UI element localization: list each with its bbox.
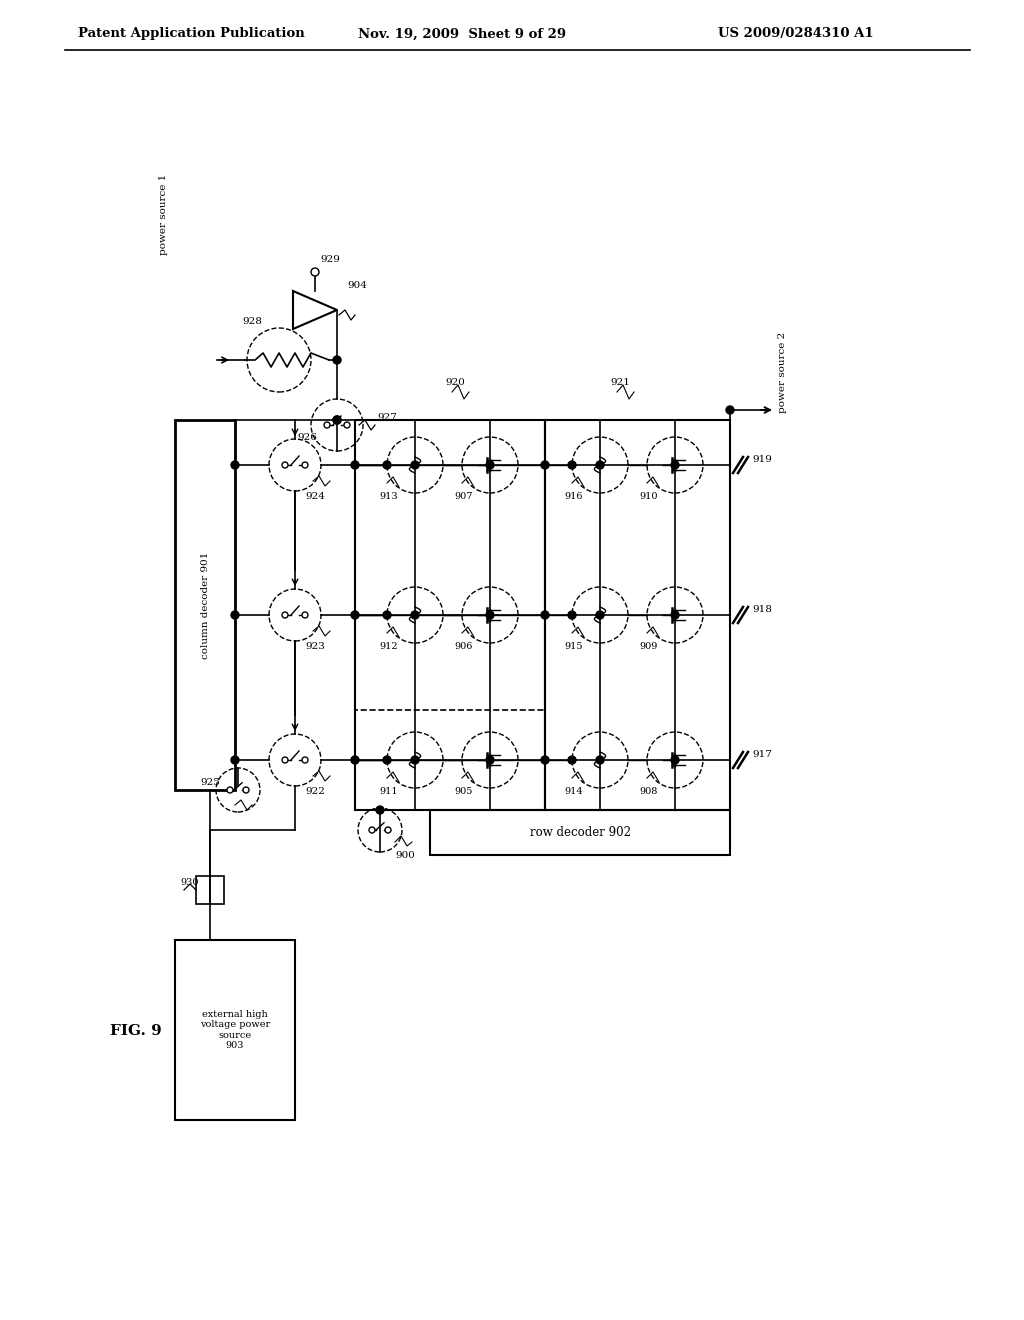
- Circle shape: [243, 787, 249, 793]
- Text: 906: 906: [454, 642, 472, 651]
- Text: 917: 917: [752, 750, 772, 759]
- Text: 922: 922: [305, 787, 325, 796]
- Text: 912: 912: [379, 642, 397, 651]
- Bar: [430, 810, 730, 855]
- Circle shape: [411, 611, 419, 619]
- Circle shape: [568, 756, 575, 764]
- Text: 919: 919: [752, 455, 772, 465]
- Text: 923: 923: [305, 642, 325, 651]
- Circle shape: [596, 756, 604, 764]
- Text: 915: 915: [564, 642, 583, 651]
- Circle shape: [383, 611, 391, 619]
- Text: column decoder 901: column decoder 901: [201, 552, 210, 659]
- Text: 900: 900: [395, 851, 415, 861]
- Circle shape: [541, 461, 549, 469]
- Text: 927: 927: [377, 413, 397, 422]
- Circle shape: [311, 268, 319, 276]
- Text: 904: 904: [347, 281, 367, 290]
- Circle shape: [282, 756, 288, 763]
- Circle shape: [486, 611, 494, 619]
- Circle shape: [486, 756, 494, 764]
- Circle shape: [596, 461, 604, 469]
- Text: 924: 924: [305, 492, 325, 502]
- Text: Nov. 19, 2009  Sheet 9 of 29: Nov. 19, 2009 Sheet 9 of 29: [358, 28, 566, 41]
- Text: 907: 907: [454, 492, 472, 502]
- Text: 928: 928: [242, 317, 262, 326]
- Circle shape: [302, 612, 308, 618]
- Circle shape: [568, 611, 575, 619]
- Text: row decoder 902: row decoder 902: [529, 826, 631, 840]
- Circle shape: [383, 756, 391, 764]
- Bar: [355, 710, 545, 810]
- Circle shape: [302, 462, 308, 469]
- Circle shape: [302, 756, 308, 763]
- Circle shape: [671, 461, 679, 469]
- Text: 913: 913: [379, 492, 397, 502]
- Text: 911: 911: [379, 787, 397, 796]
- Text: power source 1: power source 1: [159, 174, 168, 255]
- Text: 920: 920: [445, 378, 465, 387]
- Circle shape: [282, 612, 288, 618]
- Text: 910: 910: [639, 492, 657, 502]
- Circle shape: [351, 461, 359, 469]
- Circle shape: [333, 356, 341, 364]
- Circle shape: [351, 611, 359, 619]
- Circle shape: [385, 828, 391, 833]
- Circle shape: [227, 787, 233, 793]
- Text: 921: 921: [610, 378, 630, 387]
- Bar: [175, 420, 234, 789]
- Circle shape: [333, 416, 341, 424]
- Text: 908: 908: [639, 787, 657, 796]
- Circle shape: [282, 462, 288, 469]
- Circle shape: [383, 461, 391, 469]
- Text: 929: 929: [319, 255, 340, 264]
- Text: 916: 916: [564, 492, 583, 502]
- Circle shape: [671, 756, 679, 764]
- Bar: [175, 940, 295, 1119]
- Circle shape: [231, 611, 239, 619]
- Circle shape: [596, 611, 604, 619]
- Text: FIG. 9: FIG. 9: [110, 1024, 162, 1038]
- Circle shape: [231, 756, 239, 764]
- Text: 930: 930: [180, 878, 199, 887]
- Text: 914: 914: [564, 787, 583, 796]
- Circle shape: [344, 422, 350, 428]
- Circle shape: [568, 461, 575, 469]
- Text: external high
voltage power
source
903: external high voltage power source 903: [200, 1010, 270, 1051]
- Circle shape: [671, 611, 679, 619]
- Circle shape: [351, 756, 359, 764]
- Text: US 2009/0284310 A1: US 2009/0284310 A1: [718, 28, 873, 41]
- Text: 918: 918: [752, 605, 772, 614]
- Circle shape: [486, 461, 494, 469]
- Text: 926: 926: [297, 433, 316, 442]
- Text: 909: 909: [639, 642, 657, 651]
- Bar: [196, 876, 224, 904]
- Bar: [545, 420, 730, 810]
- Circle shape: [333, 416, 341, 424]
- Bar: [355, 420, 545, 810]
- Circle shape: [541, 756, 549, 764]
- Circle shape: [369, 828, 375, 833]
- Circle shape: [411, 756, 419, 764]
- Circle shape: [324, 422, 330, 428]
- Circle shape: [411, 461, 419, 469]
- Circle shape: [726, 407, 734, 414]
- Text: power source 2: power source 2: [778, 331, 787, 413]
- Circle shape: [376, 807, 384, 814]
- Circle shape: [541, 611, 549, 619]
- Text: Patent Application Publication: Patent Application Publication: [78, 28, 305, 41]
- Text: 905: 905: [454, 787, 472, 796]
- Text: 925: 925: [200, 777, 220, 787]
- Circle shape: [231, 461, 239, 469]
